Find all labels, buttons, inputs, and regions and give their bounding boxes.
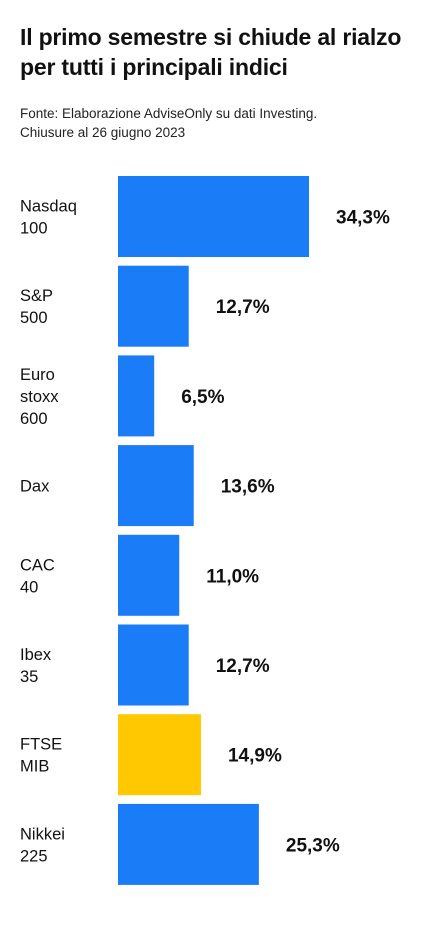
bar-7 bbox=[118, 803, 259, 885]
bar-4 bbox=[118, 534, 180, 616]
category-label-line: S&P bbox=[20, 287, 53, 305]
bar-0 bbox=[118, 176, 309, 257]
bar-2 bbox=[118, 355, 155, 437]
category-label-0: Nasdaq 100 bbox=[20, 198, 77, 238]
value-label-2: 6,5% bbox=[181, 387, 224, 408]
category-label-6: FTSE MIB bbox=[20, 736, 62, 776]
source-line-1: Fonte: Elaborazione AdviseOnly su dati I… bbox=[20, 106, 318, 121]
category-label-line: 225 bbox=[20, 847, 48, 865]
category-label-line: 100 bbox=[20, 220, 48, 238]
chart-source-note: Fonte: Elaborazione AdviseOnly su dati I… bbox=[20, 104, 430, 142]
value-label-4: 11,0% bbox=[206, 566, 259, 587]
value-label-7: 25,3% bbox=[286, 835, 340, 856]
value-label-1: 12,7% bbox=[216, 297, 270, 318]
bar-6 bbox=[118, 714, 201, 796]
category-label-line: 35 bbox=[20, 668, 38, 686]
category-label-line: FTSE bbox=[20, 736, 62, 754]
category-label-line: 500 bbox=[20, 309, 48, 327]
chart-title: Il primo semestre si chiude al rialzo pe… bbox=[20, 22, 430, 82]
bar-3 bbox=[118, 445, 194, 527]
category-label-line: 40 bbox=[20, 578, 38, 596]
value-label-3: 13,6% bbox=[221, 477, 275, 498]
category-label-line: Ibex bbox=[20, 646, 52, 664]
category-label-3: Dax bbox=[20, 478, 50, 496]
chart-title-line-2: per tutti i principali indici bbox=[20, 54, 288, 80]
category-label-line: 600 bbox=[20, 410, 48, 428]
value-label-5: 12,7% bbox=[216, 656, 270, 677]
category-label-4: CAC 40 bbox=[20, 556, 55, 596]
category-label-line: Euro bbox=[20, 366, 55, 384]
category-label-7: Nikkei 225 bbox=[20, 825, 65, 865]
category-label-line: MIB bbox=[20, 758, 49, 776]
value-label-0: 34,3% bbox=[336, 208, 390, 229]
source-line-2: Chiusure al 26 giugno 2023 bbox=[20, 125, 186, 140]
category-label-line: Nikkei bbox=[20, 825, 65, 843]
category-label-2: Euro stoxx 600 bbox=[20, 366, 59, 428]
category-label-line: Dax bbox=[20, 478, 50, 496]
category-label-line: Nasdaq bbox=[20, 198, 77, 216]
category-label-1: S&P 500 bbox=[20, 287, 53, 327]
bar-1 bbox=[118, 265, 189, 347]
category-label-line: CAC bbox=[20, 556, 55, 574]
category-label-line: stoxx bbox=[20, 388, 59, 406]
bar-5 bbox=[118, 624, 189, 706]
category-label-5: Ibex 35 bbox=[20, 646, 52, 686]
value-label-6: 14,9% bbox=[228, 746, 282, 767]
chart-title-line-1: Il primo semestre si chiude al rialzo bbox=[20, 24, 402, 50]
